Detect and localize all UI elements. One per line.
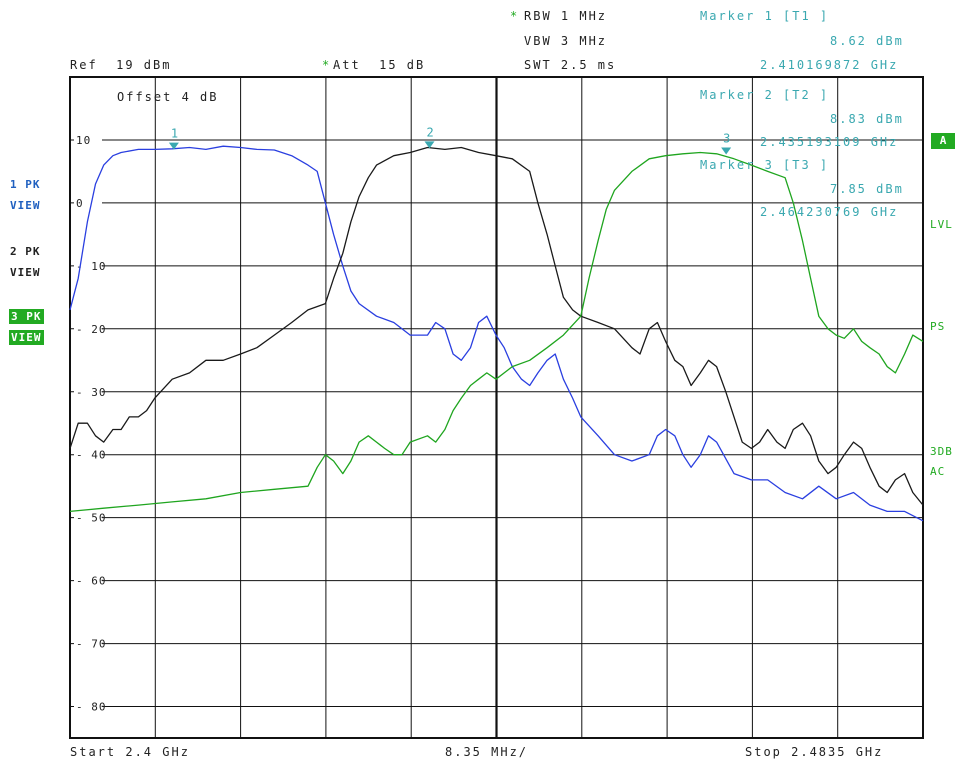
marker-points: 1 2 3	[168, 125, 732, 155]
trace-lines	[69, 145, 924, 522]
marker3-freq: 2.464230769 GHz	[760, 205, 898, 219]
y-tick-bg	[74, 132, 102, 146]
y-tick-bg	[74, 384, 102, 398]
y-tick-label: - 20	[76, 323, 107, 336]
y-tick-label: - 80	[76, 701, 107, 714]
ref-level: Ref 19 dBm	[70, 58, 172, 72]
y-tick-bg	[74, 573, 102, 587]
marker3-level: 7.85 dBm	[830, 182, 904, 196]
attenuation: Att 15 dB	[333, 58, 426, 72]
y-tick-labels: 10 0 - 10 - 20 - 30 - 40 - 50 - 60 - 70 - 80	[74, 132, 107, 714]
marker1-level: 8.62 dBm	[830, 34, 904, 48]
y-tick-bg	[74, 510, 102, 524]
y-tick-bg	[74, 699, 102, 713]
marker-3-triangle	[721, 147, 732, 155]
marker-3-number: 3	[723, 131, 730, 145]
y-tick-bg	[74, 195, 102, 209]
marker-2-triangle	[424, 141, 435, 149]
y-tick-label: - 60	[76, 575, 107, 588]
att-star: *	[322, 58, 332, 72]
trace1-mode: VIEW	[10, 199, 41, 212]
marker3-title: Marker 3 [T3 ]	[700, 158, 829, 172]
y-tick-bg	[74, 636, 102, 650]
y-tick-bg	[74, 321, 102, 335]
start-frequency: Start 2.4 GHz	[70, 745, 190, 759]
y-tick-label: - 10	[76, 260, 107, 273]
trace3-label: 3 PK	[9, 309, 44, 324]
marker1-title: Marker 1 [T1 ]	[700, 9, 830, 23]
y-tick-label: - 50	[76, 512, 107, 525]
trace-2-line	[69, 146, 924, 506]
marker-2-number: 2	[426, 125, 433, 139]
3db-indicator: 3DB	[930, 445, 953, 458]
y-tick-bg	[74, 447, 102, 461]
trace2-mode: VIEW	[10, 266, 41, 279]
marker-1-triangle	[168, 142, 179, 150]
vbw-value: VBW 3 MHz	[524, 34, 608, 48]
trace-3-line	[69, 151, 924, 513]
trace-1-line	[69, 145, 924, 522]
trace1-label: 1 PK	[10, 178, 41, 191]
swt-value: SWT 2.5 ms	[524, 58, 617, 72]
y-tick-label: - 70	[76, 638, 107, 651]
span-per-division: 8.35 MHz/	[445, 745, 529, 759]
rbw-value: RBW 1 MHz	[524, 9, 608, 23]
marker2-level: 8.83 dBm	[830, 112, 904, 126]
stop-frequency: Stop 2.4835 GHz	[745, 745, 884, 759]
y-tick-label: - 40	[76, 449, 107, 462]
analyzer-a-badge: A	[931, 133, 955, 149]
offset-label: Offset 4 dB	[117, 90, 218, 104]
trace2-label: 2 PK	[10, 245, 41, 258]
rbw-star: *	[510, 9, 520, 23]
y-tick-label: - 30	[76, 386, 107, 399]
ps-indicator: PS	[930, 320, 946, 333]
marker2-title: Marker 2 [T2 ]	[700, 88, 829, 102]
y-tick-label: 0	[76, 197, 84, 210]
ac-indicator: AC	[930, 465, 946, 478]
y-tick-label: 10	[76, 134, 91, 147]
trace3-mode: VIEW	[9, 330, 44, 345]
marker2-freq: 2.435193109 GHz	[760, 135, 898, 149]
plot-grid	[69, 76, 924, 739]
marker1-freq: 2.410169872 GHz	[760, 58, 899, 72]
lvl-indicator: LVL	[930, 218, 953, 231]
marker-1-number: 1	[171, 127, 178, 141]
